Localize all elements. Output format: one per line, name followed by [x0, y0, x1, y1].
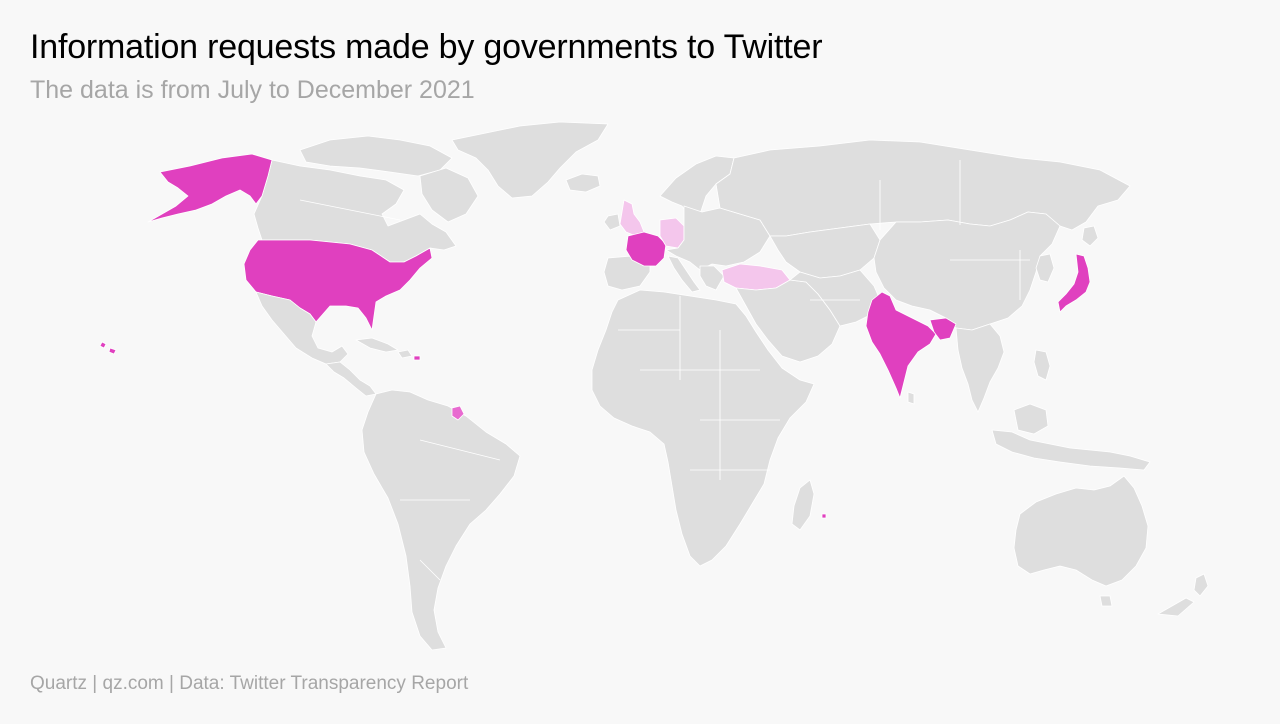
greenland — [451, 121, 609, 199]
source-credit: Quartz | qz.com | Data: Twitter Transpar… — [30, 673, 469, 694]
southeast-asia — [955, 323, 1005, 413]
tasmania — [1099, 595, 1113, 607]
iceland — [565, 173, 601, 193]
africa — [591, 289, 815, 567]
france — [625, 231, 667, 267]
new-zealand — [1157, 573, 1209, 617]
madagascar — [791, 479, 815, 531]
australia — [1013, 475, 1149, 587]
india — [865, 291, 937, 399]
sri-lanka — [907, 391, 915, 405]
japan-hokkaido — [1081, 225, 1099, 247]
reunion — [821, 513, 827, 519]
india-northeast — [929, 317, 957, 341]
french-guiana — [451, 405, 465, 421]
borneo — [1013, 403, 1049, 435]
italy — [667, 255, 701, 293]
mexico — [255, 291, 349, 365]
alaska — [147, 153, 273, 223]
korea — [1035, 253, 1055, 283]
balkans — [699, 265, 725, 291]
chart-title: Information requests made by governments… — [30, 28, 823, 66]
united-kingdom — [619, 199, 645, 237]
japan — [1057, 253, 1091, 313]
chart-subtitle: The data is from July to December 2021 — [30, 76, 475, 104]
indonesia — [991, 429, 1151, 471]
hispaniola — [397, 349, 413, 359]
south-america — [361, 389, 521, 651]
ireland — [603, 213, 621, 231]
china — [873, 211, 1061, 331]
baffin-island — [419, 167, 479, 223]
central-asia — [769, 223, 881, 279]
hawaii — [99, 341, 117, 355]
philippines — [1033, 349, 1051, 381]
puerto-rico — [413, 355, 421, 361]
middle-east — [735, 279, 841, 363]
central-america — [325, 361, 377, 397]
cuba — [355, 337, 399, 353]
country-borders — [299, 160, 1030, 581]
